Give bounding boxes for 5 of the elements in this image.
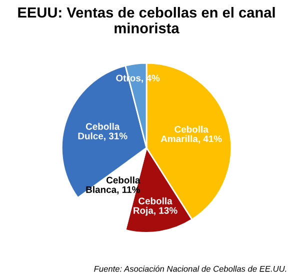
slice-label: Cebolla Dulce, 31% [78, 122, 128, 141]
chart-title: EEUU: Ventas de cebollas en el canal minorista [18, 6, 275, 34]
source-note: Fuente: Asociación Nacional de Cebollas de EE.UU. [94, 266, 286, 272]
slice-label: Cebolla Roja, 13% [134, 197, 178, 216]
slice-label: Cebolla Amarilla, 41% [160, 126, 222, 144]
